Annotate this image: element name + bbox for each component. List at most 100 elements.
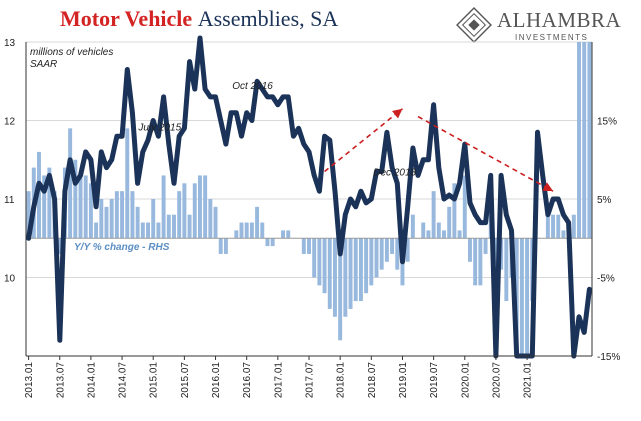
yoy-bar [358,238,363,302]
y-tick-label: 12 [4,117,16,128]
yoy-bar [457,230,462,239]
yoy-bar [109,199,114,239]
yoy-bar [57,238,62,254]
yoy-bar [26,191,31,239]
units-note: millions of vehicles [30,47,113,58]
rhs-tick-label: -5% [597,274,615,285]
chart-title: Motor Vehicle Assemblies, SA [60,6,338,32]
yoy-bar [473,238,478,286]
yoy-bar [68,128,73,239]
yoy-bar [146,222,151,239]
x-tick-label: 2013.07 [55,362,66,399]
x-tick-label: 2014.01 [86,362,97,399]
y-tick-label: 11 [4,195,15,206]
y-tick-label: 10 [4,274,16,285]
yoy-bar [483,238,488,254]
yoy-bar [447,206,452,239]
y-axis-right: 15% 5% -5% -15% [597,117,620,364]
yoy-bar [551,214,556,239]
yoy-bar [120,191,125,239]
yoy-bar [213,206,218,239]
yoy-bar [223,238,228,254]
yoy-bar [239,222,244,239]
yoy-bar [327,238,332,309]
yoy-bar [166,214,171,239]
rhs-tick-label: 5% [597,195,612,206]
yoy-bar [426,230,431,239]
yoy-bar [244,222,249,239]
yoy-bar [452,183,457,239]
x-tick-label: 2014.07 [118,362,129,399]
yoy-bar [322,238,327,294]
yoy-bar [208,199,213,239]
yoy-bar [431,191,436,239]
yoy-bar [47,167,52,239]
yoy-bar [405,238,410,262]
x-tick-label: 2015.01 [149,362,160,399]
yoy-bar [99,199,104,239]
yoy-bar [462,175,467,239]
x-tick-label: 2019.01 [398,362,409,399]
x-tick-label: 2016.01 [211,362,222,399]
yoy-bar [556,214,561,239]
yoy-bar [270,238,275,247]
yoy-bar [192,183,197,239]
yoy-bar [343,238,348,317]
title-part-red: Motor Vehicle [60,6,193,31]
yoy-bar [177,191,182,239]
yoy-bar [467,238,472,262]
yoy-bar [265,238,270,247]
yoy-bar [577,42,581,239]
yoy-bar [390,238,395,254]
x-tick-label: 2020.01 [460,362,471,399]
yoy-bar [561,230,566,239]
yoy-bar [332,238,337,317]
yoy-bar [130,191,135,239]
alhambra-logo: ALHAMBRA INVESTMENTS [455,6,635,46]
yoy-bar [379,238,384,270]
yoy-bar [369,238,374,286]
yoy-bar [187,214,192,239]
yoy-bar [140,222,145,239]
yoy-bar [161,175,166,239]
yoy-bar [218,238,223,254]
yoy-bar [286,230,291,239]
yoy-bar [114,191,119,239]
x-tick-label: 2013.01 [24,362,35,399]
yoy-bar [135,206,140,239]
yoy-bar [172,214,176,239]
yoy-bar [234,230,239,239]
logo-name: ALHAMBRA [497,8,622,32]
units-note: SAAR [30,59,57,70]
x-tick-label: 2020.07 [491,362,502,399]
yoy-bar [353,238,358,302]
peak-label: Oct 2016 [232,81,273,92]
title-part-navy: Assemblies, SA [197,6,339,31]
yoy-bar [364,238,369,294]
rhs-tick-label: -15% [597,352,620,363]
yoy-bar [197,175,202,239]
yoy-bar [436,222,441,239]
trend-arrow [324,108,403,173]
yoy-bars [26,42,592,356]
yoy-bar [571,214,576,239]
yoy-bar [312,238,317,278]
yoy-bar [442,230,446,239]
x-tick-label: 2021.01 [523,362,534,399]
x-tick-label: 2018.07 [367,362,378,399]
trend-arrow [417,115,554,192]
yoy-bar [478,238,483,286]
yoy-bar [582,42,587,239]
yoy-bar [545,214,550,239]
yoy-bar [525,238,530,356]
yoy-bar [395,238,400,270]
yoy-bar [374,238,379,278]
x-tick-label: 2018.01 [336,362,347,399]
yoy-bar [83,175,88,239]
yoy-bar [519,238,524,356]
x-tick-label: 2015.07 [180,362,191,399]
x-tick-label: 2019.07 [429,362,440,399]
x-tick-label: 2016.07 [242,362,253,399]
